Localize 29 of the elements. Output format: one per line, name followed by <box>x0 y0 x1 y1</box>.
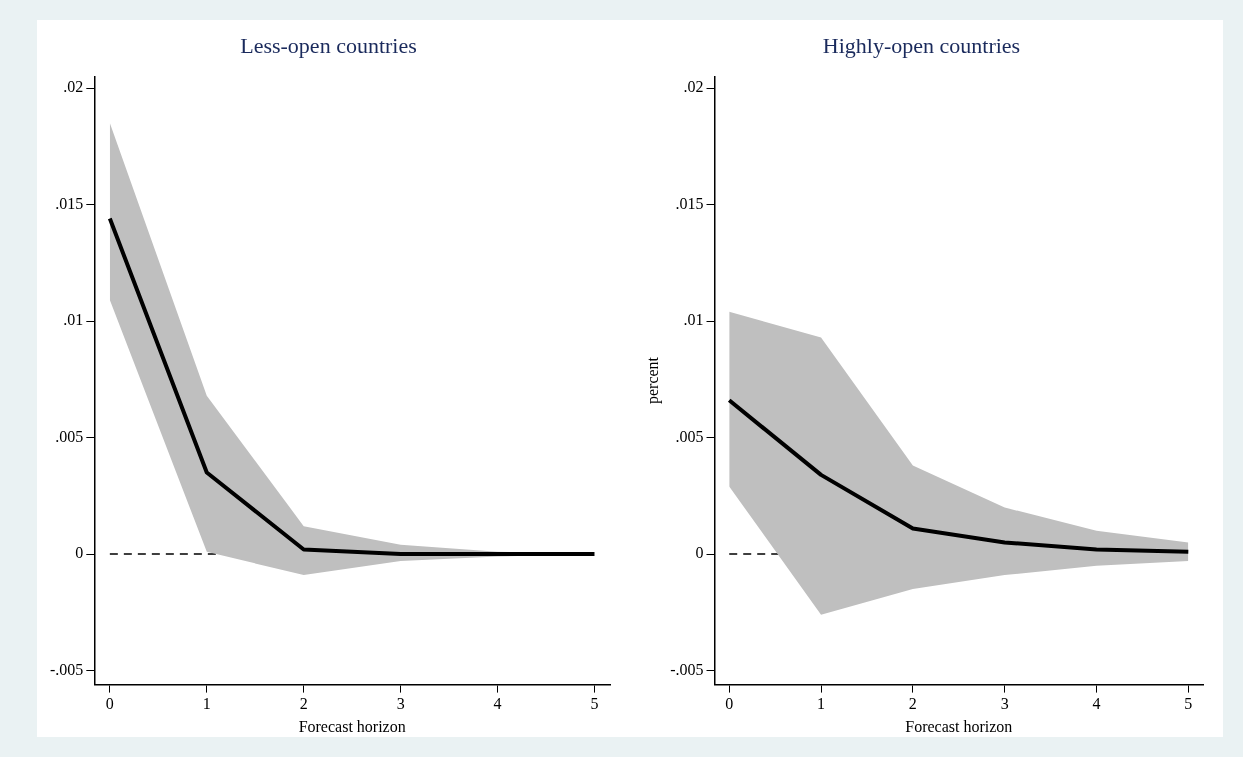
x-tick-label: 2 <box>299 695 308 713</box>
y-tick-label: .02 <box>683 78 704 96</box>
x-tick-label: 5 <box>590 695 599 713</box>
y-tick-label: .01 <box>63 311 84 329</box>
y-tick-label: .005 <box>55 427 84 445</box>
x-tick-label: 3 <box>396 695 405 713</box>
x-tick-label: 4 <box>1092 695 1101 713</box>
chart-title: Highly-open countries <box>822 32 1021 58</box>
x-tick-label: 1 <box>817 695 826 713</box>
x-tick-label: 0 <box>105 695 114 713</box>
x-tick-label: 1 <box>202 695 211 713</box>
y-axis-title: percent <box>643 356 662 405</box>
y-tick-label: .005 <box>675 427 704 445</box>
x-axis-title: Forecast horizon <box>298 717 406 735</box>
x-tick-label: 5 <box>1184 695 1193 713</box>
y-tick-label: 0 <box>75 544 84 562</box>
chart-title: Less-open countries <box>240 32 417 58</box>
x-tick-label: 2 <box>908 695 917 713</box>
x-axis-title: Forecast horizon <box>905 717 1013 735</box>
y-tick-label: .015 <box>55 194 84 212</box>
y-tick-label: -.005 <box>670 660 704 678</box>
x-tick-label: 3 <box>1000 695 1009 713</box>
y-tick-label: .01 <box>683 311 704 329</box>
y-tick-label: -.005 <box>50 660 84 678</box>
x-tick-label: 4 <box>493 695 502 713</box>
y-tick-label: 0 <box>695 544 704 562</box>
y-tick-label: .02 <box>63 78 84 96</box>
x-tick-label: 0 <box>725 695 734 713</box>
y-tick-label: .015 <box>675 194 704 212</box>
